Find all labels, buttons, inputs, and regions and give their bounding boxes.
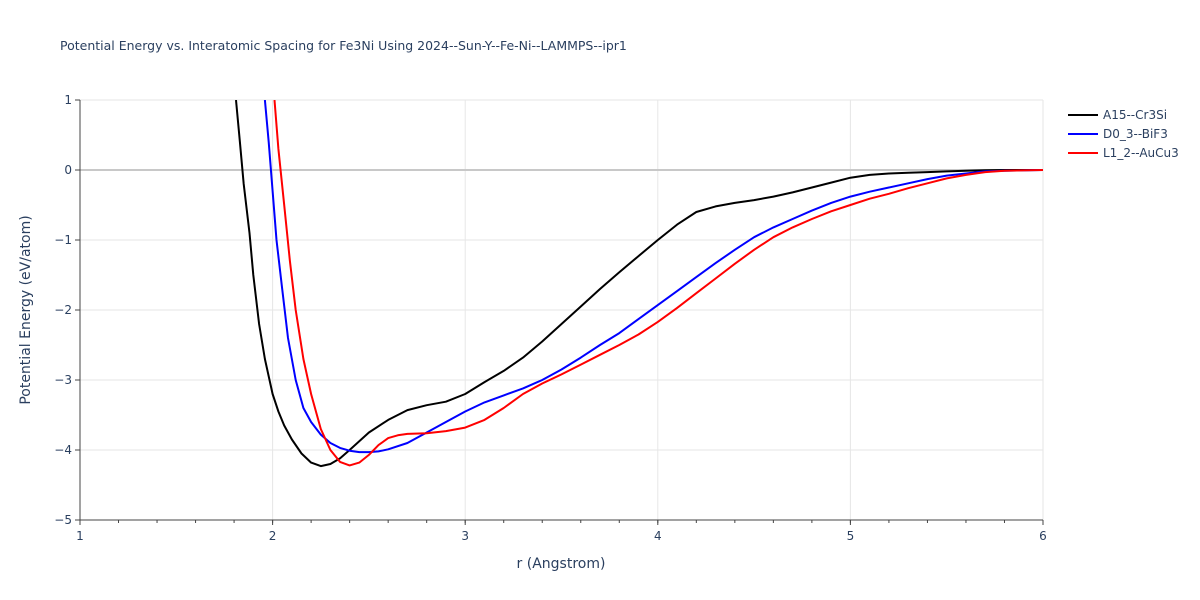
series-layer <box>235 100 1043 468</box>
legend-item[interactable]: A15--Cr3Si <box>1068 108 1167 122</box>
y-tick-label: −5 <box>54 513 72 527</box>
y-tick-label: −1 <box>54 233 72 247</box>
legend[interactable]: A15--Cr3Si D0_3--BiF3 L1_2--AuCu3 <box>1068 108 1179 160</box>
x-tick-label: 1 <box>76 529 84 543</box>
x-tick-label: 6 <box>1039 529 1047 543</box>
legend-label: D0_3--BiF3 <box>1103 127 1168 141</box>
x-tick-label: 4 <box>654 529 662 543</box>
y-tick-label: −3 <box>54 373 72 387</box>
series-line <box>273 100 1043 467</box>
legend-label: L1_2--AuCu3 <box>1103 146 1179 160</box>
legend-item[interactable]: D0_3--BiF3 <box>1068 127 1168 141</box>
y-tick-label: −2 <box>54 303 72 317</box>
y-axis-title: Potential Energy (eV/atom) <box>18 215 34 404</box>
x-tick-label: 5 <box>847 529 855 543</box>
x-axis-title: r (Angstrom) <box>517 556 606 572</box>
x-tick-label: 2 <box>269 529 277 543</box>
legend-label: A15--Cr3Si <box>1103 108 1167 122</box>
chart-title: Potential Energy vs. Interatomic Spacing… <box>60 38 627 53</box>
axes-layer: 1 2 3 4 5 6 −5 −4 −3 −2 −1 0 1 <box>54 93 1047 543</box>
x-tick-label: 3 <box>461 529 469 543</box>
y-tick-label: −4 <box>54 443 72 457</box>
y-tick-label: 0 <box>64 163 72 177</box>
series-line <box>235 100 1043 468</box>
legend-item[interactable]: L1_2--AuCu3 <box>1068 146 1179 160</box>
y-tick-label: 1 <box>64 93 72 107</box>
series-line <box>263 100 1043 454</box>
